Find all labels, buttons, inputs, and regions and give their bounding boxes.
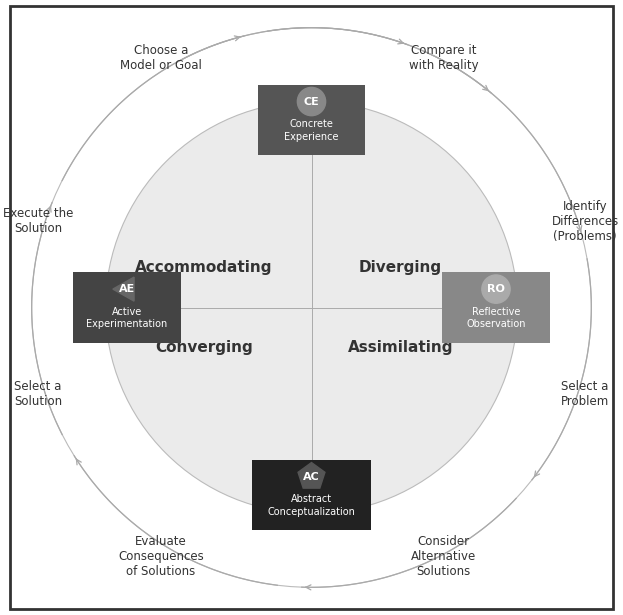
Text: Concrete
Experience: Concrete Experience: [284, 119, 339, 141]
Text: Identify
Differences
(Problems): Identify Differences (Problems): [551, 200, 619, 243]
Polygon shape: [304, 109, 313, 114]
Text: Choose a
Model or Goal: Choose a Model or Goal: [120, 44, 202, 73]
Circle shape: [482, 275, 510, 303]
Text: Accommodating: Accommodating: [135, 260, 273, 275]
Circle shape: [297, 87, 326, 116]
Text: CE: CE: [303, 97, 320, 106]
Text: Assimilating: Assimilating: [348, 340, 454, 355]
Text: Compare it
with Reality: Compare it with Reality: [409, 44, 478, 73]
Circle shape: [32, 28, 591, 587]
Text: AC: AC: [303, 472, 320, 482]
FancyBboxPatch shape: [258, 84, 365, 155]
Circle shape: [105, 101, 518, 514]
Text: Abstract
Conceptualization: Abstract Conceptualization: [267, 494, 356, 517]
Text: Reflective
Observation: Reflective Observation: [466, 307, 526, 329]
Text: Converging: Converging: [155, 340, 253, 355]
Text: Evaluate
Consequences
of Solutions: Evaluate Consequences of Solutions: [118, 535, 204, 578]
Text: AE: AE: [119, 284, 135, 294]
Text: Diverging: Diverging: [359, 260, 442, 275]
FancyBboxPatch shape: [73, 272, 181, 343]
FancyBboxPatch shape: [442, 272, 550, 343]
Polygon shape: [113, 277, 134, 301]
FancyBboxPatch shape: [252, 460, 371, 530]
Text: Select a
Solution: Select a Solution: [14, 379, 62, 408]
Text: Consider
Alternative
Solutions: Consider Alternative Solutions: [411, 535, 477, 578]
Text: Select a
Problem: Select a Problem: [561, 379, 609, 408]
Polygon shape: [298, 462, 325, 488]
Text: Execute the
Solution: Execute the Solution: [2, 207, 73, 236]
Text: RO: RO: [487, 284, 505, 294]
Text: Active
Experimentation: Active Experimentation: [87, 307, 168, 329]
